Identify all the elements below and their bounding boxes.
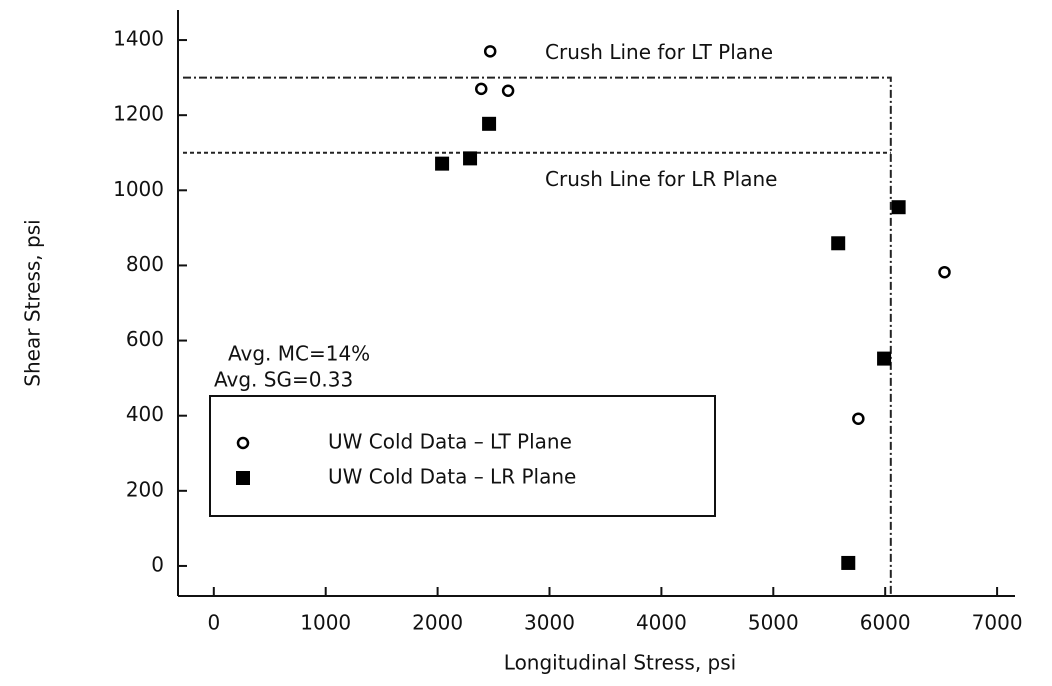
x-axis-label: Longitudinal Stress, psi <box>504 651 736 675</box>
x-tick-label: 6000 <box>860 611 911 635</box>
x-tick-label: 5000 <box>748 611 799 635</box>
x-tick-label: 0 <box>207 611 220 635</box>
x-tick-label: 1000 <box>300 611 351 635</box>
y-tick-label: 600 <box>126 327 164 351</box>
point <box>501 84 515 98</box>
point <box>891 200 906 215</box>
point <box>831 236 846 251</box>
y-tick-label: 800 <box>126 252 164 276</box>
crush-line-label: Crush Line for LT Plane <box>545 40 773 64</box>
x-tick-label: 3000 <box>524 611 575 635</box>
annotation: Avg. MC=14% <box>228 342 370 366</box>
legend-marker <box>236 436 250 450</box>
x-tick-label: 4000 <box>636 611 687 635</box>
point <box>474 82 488 96</box>
legend-label: UW Cold Data – LR Plane <box>328 465 576 489</box>
crush-line-label: Crush Line for LR Plane <box>545 167 777 191</box>
y-tick-label: 200 <box>126 477 164 501</box>
x-tick-label: 7000 <box>972 611 1023 635</box>
legend-box <box>209 395 716 517</box>
y-tick-label: 1200 <box>113 102 164 126</box>
point <box>938 265 951 279</box>
annotation: Avg. SG=0.33 <box>214 368 353 392</box>
y-axis-label: Shear Stress, psi <box>21 219 45 386</box>
point <box>852 412 865 425</box>
crush-line <box>183 76 892 596</box>
x-tick-label: 2000 <box>412 611 463 635</box>
point <box>482 116 497 131</box>
y-tick-label: 1000 <box>113 177 164 201</box>
y-tick-label: 1400 <box>113 27 164 51</box>
point <box>841 555 856 570</box>
point <box>463 151 478 166</box>
point <box>877 351 892 366</box>
legend-marker <box>236 471 250 485</box>
y-tick-label: 400 <box>126 402 164 426</box>
point <box>435 156 450 171</box>
y-tick-label: 0 <box>151 552 164 576</box>
point <box>483 45 497 58</box>
legend-label: UW Cold Data – LT Plane <box>328 430 572 454</box>
